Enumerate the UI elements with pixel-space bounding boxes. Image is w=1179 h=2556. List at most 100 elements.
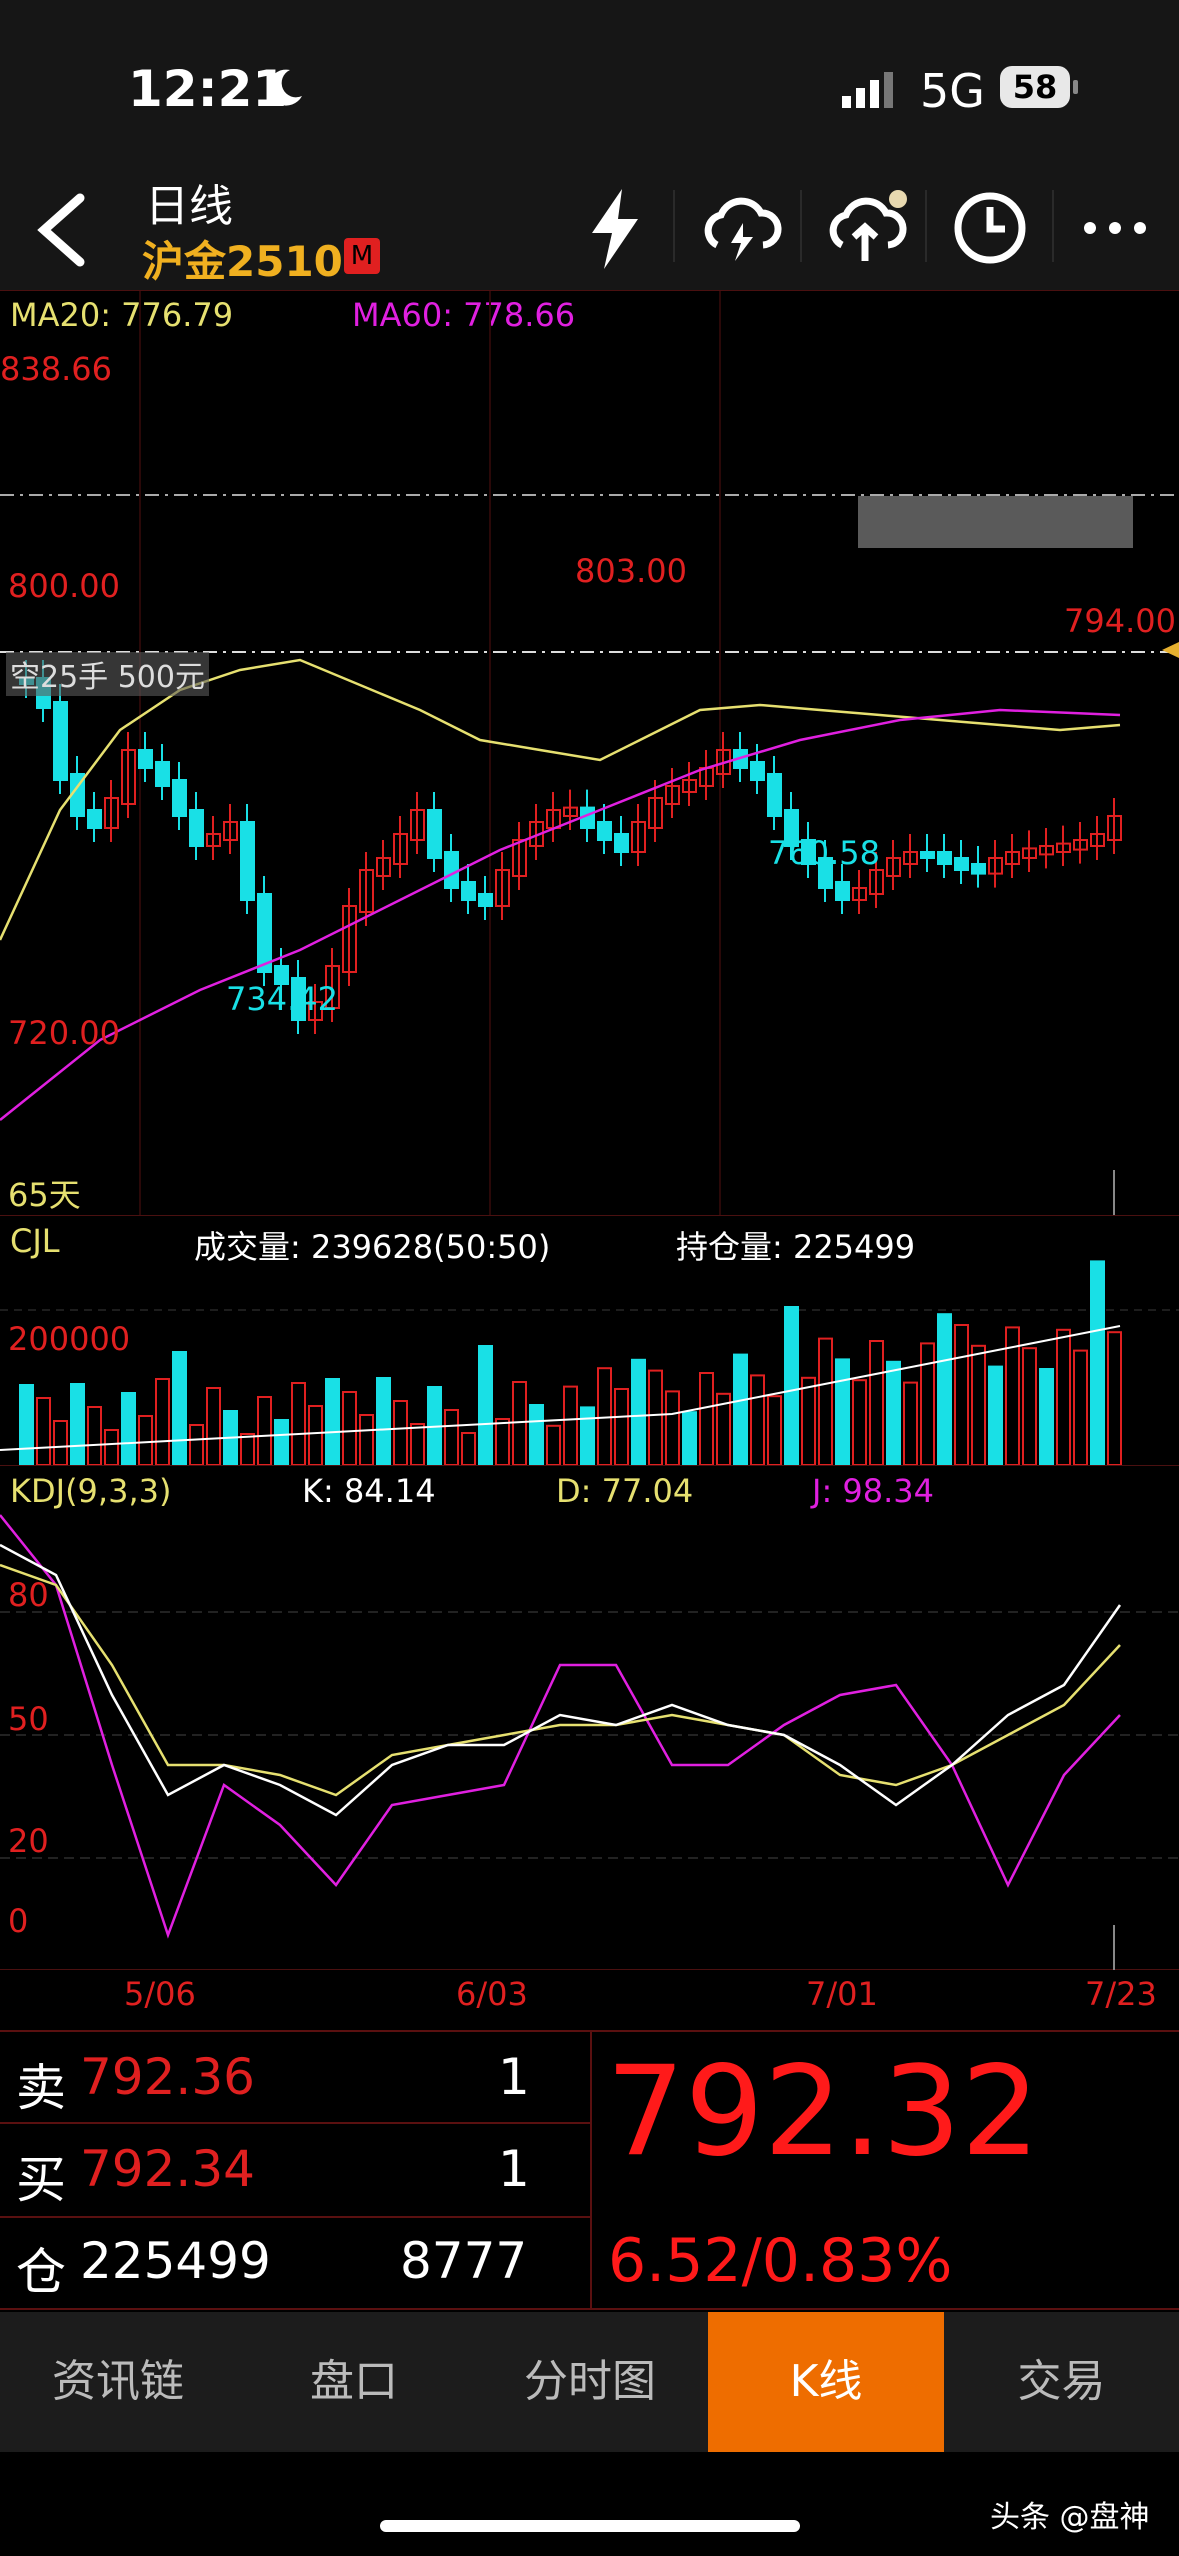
candle	[376, 857, 391, 877]
volume-bar	[988, 1365, 1003, 1465]
volume-bar	[665, 1390, 680, 1465]
volume-bar	[87, 1406, 102, 1465]
candle	[291, 977, 306, 1021]
candle	[512, 839, 527, 877]
candle	[1005, 851, 1020, 865]
candle	[478, 893, 493, 907]
volume-bar	[1056, 1328, 1071, 1465]
kdj-chart[interactable]	[0, 1465, 1179, 1970]
volume-title: CJL	[10, 1222, 60, 1260]
candle	[104, 797, 119, 829]
volume-bar	[155, 1378, 170, 1465]
candle	[87, 809, 102, 829]
ma20-line	[0, 658, 1121, 941]
candle	[138, 749, 153, 769]
clock-icon[interactable]	[945, 183, 1035, 273]
status-bar: 12:21 5G 58	[0, 0, 1179, 175]
home-indicator[interactable]	[380, 2520, 800, 2532]
quote-panel: 卖 792.36 1 买 792.34 1 仓 225499 8777 792.…	[0, 2030, 1179, 2312]
buy-price[interactable]: 792.34	[80, 2140, 255, 2198]
volume-bar	[291, 1382, 306, 1465]
candle	[954, 857, 969, 871]
candle	[444, 851, 459, 889]
candle	[988, 857, 1003, 875]
buy-label: 买	[16, 2151, 66, 2209]
candle	[410, 809, 425, 841]
volume-bar	[784, 1306, 799, 1465]
volume-bar	[325, 1378, 340, 1465]
volume-bar	[682, 1411, 697, 1465]
cloud-lightning-icon[interactable]	[695, 183, 785, 273]
sell-price[interactable]: 792.36	[80, 2048, 255, 2106]
candle	[1039, 845, 1054, 856]
symbol-title[interactable]: 沪金2510	[142, 237, 343, 286]
kline-chart[interactable]	[0, 290, 1179, 1215]
candle	[1107, 815, 1122, 841]
candles	[19, 660, 1122, 1034]
volume-bar	[818, 1337, 833, 1465]
volume-bar	[920, 1342, 935, 1465]
blurred-overlay	[858, 496, 1133, 548]
volume-bar	[750, 1374, 765, 1465]
battery-level: 58	[1012, 68, 1058, 106]
volume-bar	[257, 1396, 272, 1465]
candle	[121, 749, 136, 805]
kdj-d-line	[0, 1563, 1121, 1797]
volume-bar	[1073, 1349, 1088, 1465]
candle	[886, 857, 901, 877]
candle	[1090, 833, 1105, 847]
candle	[920, 851, 935, 859]
price-change: 6.52/0.83%	[608, 2226, 953, 2296]
lightning-icon[interactable]	[570, 183, 660, 273]
candle	[189, 809, 204, 847]
level-720-label: 720.00	[8, 1014, 120, 1052]
volume-bar	[937, 1313, 952, 1465]
ma20-label: MA20: 776.79	[10, 296, 234, 334]
candle	[155, 761, 170, 787]
moon-icon	[268, 69, 302, 106]
status-time: 12:21	[128, 60, 288, 118]
volume-chart[interactable]	[0, 1215, 1179, 1465]
tab-intraday[interactable]: 分时图	[524, 2356, 656, 2407]
volume-bar	[1039, 1368, 1054, 1465]
kdj-j-line	[0, 1514, 1121, 1939]
volume-bar	[563, 1385, 578, 1465]
low-label-2: 760.58	[768, 834, 880, 872]
candle	[495, 869, 510, 907]
low-label-1: 734.42	[226, 980, 338, 1018]
candle	[818, 857, 833, 889]
volume-bar	[478, 1345, 493, 1465]
volume-bar	[869, 1340, 884, 1465]
header-divider	[800, 190, 802, 262]
candle	[597, 821, 612, 841]
back-icon[interactable]	[30, 190, 90, 270]
cloud-upload-icon[interactable]	[820, 183, 910, 273]
quote-border-bottom	[0, 2308, 1179, 2310]
candle	[903, 851, 918, 865]
candle	[648, 797, 663, 829]
position-label: 仓	[16, 2243, 66, 2301]
volume-bar	[1022, 1347, 1037, 1465]
high-price-label: 838.66	[0, 350, 112, 388]
volume-bar	[699, 1372, 714, 1465]
order-note[interactable]: 空25手 500元	[6, 652, 209, 696]
main-contract-badge: M	[344, 238, 380, 274]
volume-bar	[767, 1395, 782, 1465]
more-icon[interactable]	[1070, 183, 1160, 273]
tab-order-book[interactable]: 盘口	[310, 2356, 398, 2407]
candle	[1056, 842, 1071, 853]
candle	[852, 887, 867, 901]
volume-bar	[70, 1383, 85, 1465]
volume-bar	[138, 1415, 153, 1465]
volume-value: 成交量: 239628(50:50)	[194, 1228, 551, 1266]
volume-bar	[835, 1358, 850, 1465]
volume-bar	[529, 1404, 544, 1465]
volume-bar	[631, 1358, 646, 1465]
tab-trade[interactable]: 交易	[1017, 2356, 1106, 2407]
tab-kline[interactable]: K线	[708, 2312, 944, 2452]
kdj-k-line	[0, 1543, 1122, 1817]
date-label: 6/03	[456, 1975, 528, 2013]
volume-bar	[53, 1420, 68, 1465]
candle	[631, 821, 646, 853]
tab-news[interactable]: 资讯链	[52, 2356, 184, 2407]
